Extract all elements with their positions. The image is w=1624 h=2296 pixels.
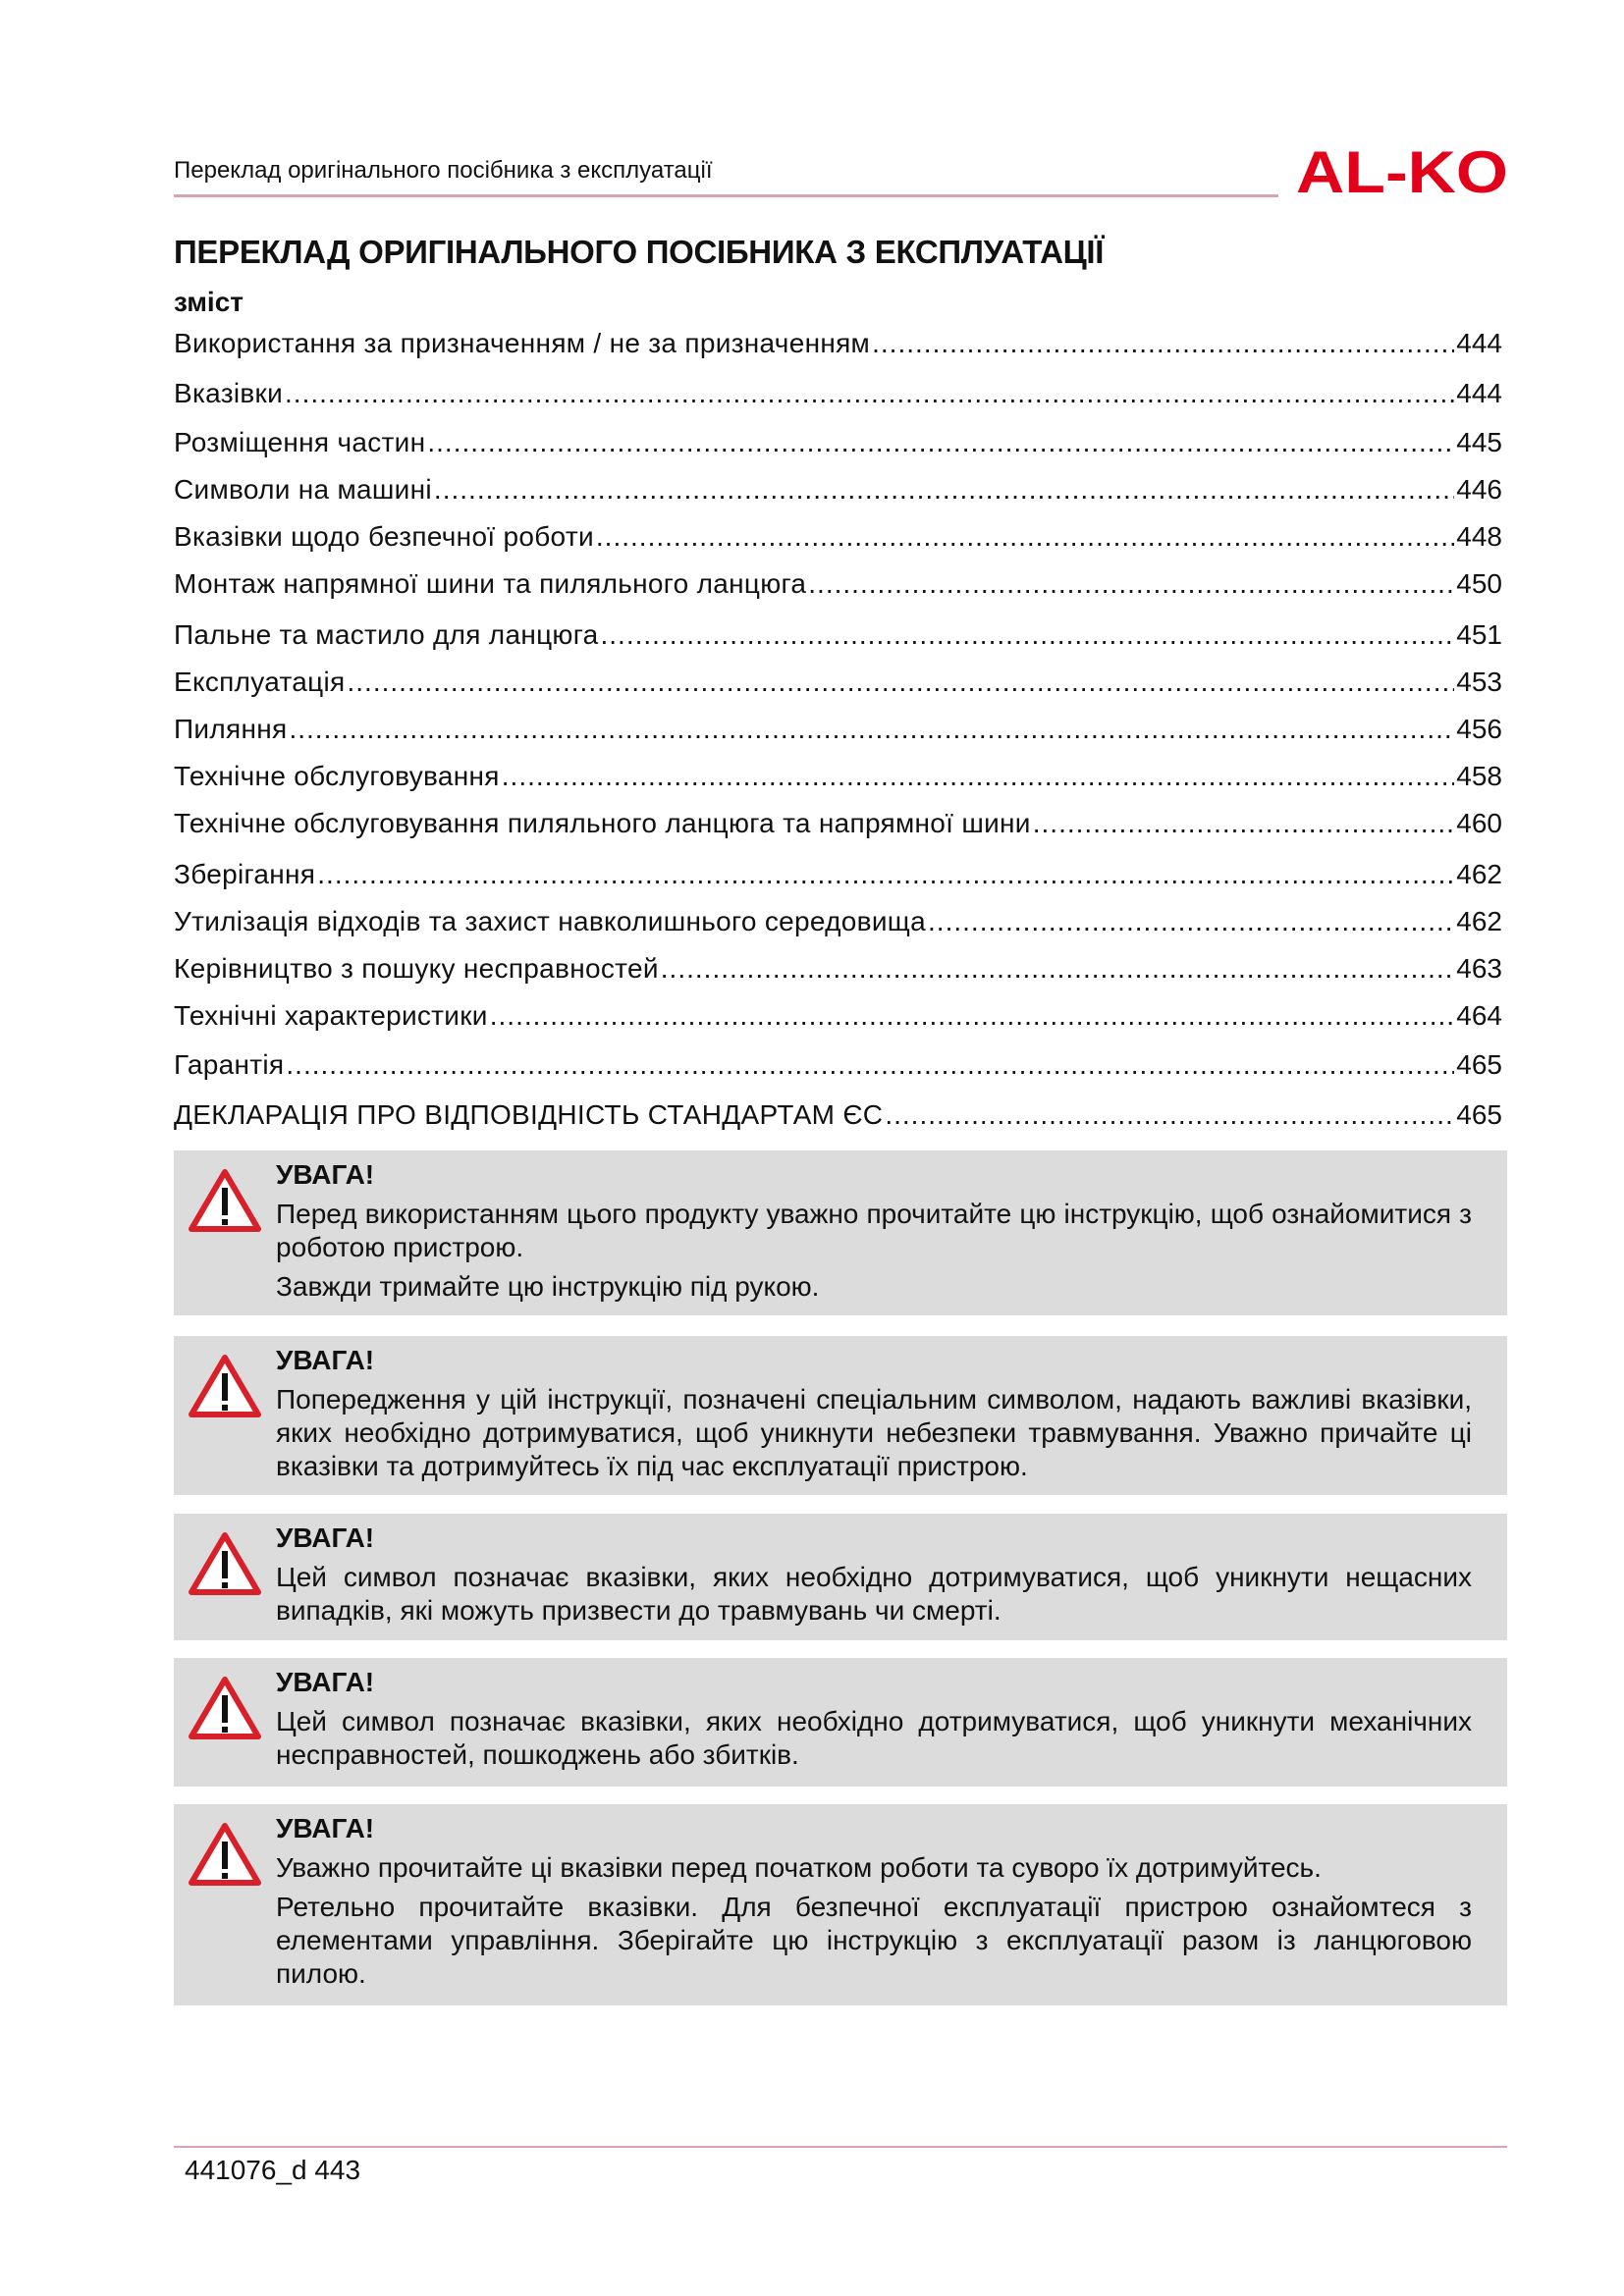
svg-text:AL-KO: AL-KO — [1296, 143, 1508, 198]
toc-entry-label: Вказівки щодо безпечної роботи — [174, 521, 594, 552]
warning-text: Ретельно прочитайте вказівки. Для безпеч… — [276, 1892, 1472, 1989]
toc-entry[interactable]: Утилізація відходів та захист навколишнь… — [174, 906, 1502, 937]
warning-box: УВАГА! Перед використанням цього продукту… — [174, 1150, 1507, 1315]
toc-entry[interactable]: Вказівки щодо безпечної роботи..........… — [174, 521, 1502, 553]
toc-entry[interactable]: Технічне обслуговування.................… — [174, 761, 1502, 792]
warning-text: Завжди тримайте цю інструкцію під рукою. — [276, 1271, 820, 1302]
toc-entry-label: Розміщення частин — [174, 427, 426, 457]
warning-triangle-icon — [189, 1823, 261, 1886]
toc-entry-page: 444 — [1456, 328, 1502, 358]
dot-leader: ........................................… — [427, 427, 1454, 457]
page-title: ПЕРЕКЛАД ОРИГІНАЛЬНОГО ПОСІБНИКА З ЕКСПЛ… — [174, 234, 1105, 270]
toc-entry[interactable]: Технічне обслуговування пиляльного ланцю… — [174, 808, 1502, 839]
toc-entry-page: 453 — [1456, 667, 1502, 697]
toc-entry[interactable]: Гарантія................................… — [174, 1049, 1502, 1081]
dot-leader: ........................................… — [660, 953, 1455, 984]
toc-entry-label: ДЕКЛАРАЦІЯ ПРО ВІДПОВІДНІСТЬ СТАНДАРТАМ … — [174, 1099, 884, 1130]
toc-entry-label: Утилізація відходів та захист навколишнь… — [174, 906, 927, 936]
toc-entry-label: Пальне та мастило для ланцюга — [174, 619, 599, 650]
warning-box: УВАГА! Уважно прочитайте ці вказівки пере… — [174, 1804, 1507, 2005]
dot-leader: ........................................… — [1032, 808, 1455, 838]
warning-box: УВАГА! Цей символ позначає вказівки, яких… — [174, 1658, 1507, 1787]
toc-entry-label: Технічне обслуговування — [174, 761, 500, 791]
toc-entry-label: Експлуатація — [174, 667, 346, 697]
dot-leader: ........................................… — [600, 619, 1455, 650]
toc-entry-page: 462 — [1456, 859, 1502, 889]
toc-entry[interactable]: Символи на машині.......................… — [174, 474, 1502, 506]
dot-leader: ........................................… — [501, 761, 1455, 791]
toc-entry-label: Керівництво з пошуку несправностей — [174, 953, 659, 984]
dot-leader: ........................................… — [595, 521, 1454, 552]
toc-entry-label: Технічні характеристики — [174, 1000, 488, 1031]
toc-entry-label: Зберігання — [174, 859, 316, 889]
toc-entry-page: 460 — [1456, 808, 1502, 838]
warning-triangle-icon — [189, 1532, 261, 1595]
footer-page-number: 441076_d 443 — [185, 2155, 361, 2185]
toc-entry[interactable]: Керівництво з пошуку несправностей......… — [174, 953, 1502, 985]
dot-leader: ........................................… — [433, 474, 1454, 505]
toc-entry-page: 465 — [1456, 1049, 1502, 1080]
toc-entry-page: 464 — [1456, 1000, 1502, 1031]
toc-entry[interactable]: Технічні характеристики.................… — [174, 1000, 1502, 1032]
page-header-text: Переклад оригінального посібника з експл… — [174, 157, 713, 184]
toc-entry-page: 445 — [1456, 427, 1502, 457]
toc-heading: зміст — [174, 287, 244, 317]
dot-leader: ........................................… — [347, 667, 1455, 697]
toc-entry-page: 463 — [1456, 953, 1502, 984]
dot-leader: ........................................… — [285, 378, 1455, 408]
warning-heading: УВАГА! — [276, 1667, 375, 1697]
toc-entry-label: Використання за призначенням / не за при… — [174, 328, 871, 358]
warning-text: Цей символ позначає вказівки, яких необх… — [276, 1562, 1472, 1626]
warning-text: Цей символ позначає вказівки, яких необх… — [276, 1706, 1472, 1770]
toc-entry[interactable]: Розміщення частин.......................… — [174, 427, 1502, 458]
warning-triangle-icon — [189, 1169, 261, 1232]
al-ko-logo: AL-KO — [1296, 143, 1508, 198]
warning-text: Перед використанням цього продукту уважн… — [276, 1199, 1472, 1262]
toc-entry[interactable]: Вказівки................................… — [174, 378, 1502, 409]
toc-entry-page: 446 — [1456, 474, 1502, 505]
toc-entry[interactable]: Пиляння.................................… — [174, 714, 1502, 745]
warning-heading: УВАГА! — [276, 1345, 375, 1375]
toc-entry[interactable]: ДЕКЛАРАЦІЯ ПРО ВІДПОВІДНІСТЬ СТАНДАРТАМ … — [174, 1099, 1502, 1131]
toc-entry-label: Гарантія — [174, 1049, 285, 1080]
toc-entry[interactable]: Монтаж напрямної шини та пиляльного ланц… — [174, 568, 1502, 600]
toc-entry-label: Символи на машині — [174, 474, 432, 505]
dot-leader: ........................................… — [489, 1000, 1455, 1031]
dot-leader: ........................................… — [317, 859, 1455, 889]
warning-box: УВАГА! Попередження у цій інструкції, поз… — [174, 1336, 1507, 1495]
warning-heading: УВАГА! — [276, 1813, 375, 1843]
footer-divider — [174, 2146, 1507, 2148]
dot-leader: ........................................… — [286, 1049, 1455, 1080]
toc-entry-label: Пиляння — [174, 714, 288, 744]
toc-entry-page: 462 — [1456, 906, 1502, 936]
toc-entry-page: 465 — [1456, 1099, 1502, 1130]
dot-leader: ........................................… — [289, 714, 1455, 744]
header-divider — [174, 194, 1278, 197]
toc-entry-page: 458 — [1456, 761, 1502, 791]
warning-box: УВАГА! Цей символ позначає вказівки, яких… — [174, 1514, 1507, 1640]
warning-triangle-icon — [189, 1677, 261, 1739]
toc-entry-label: Монтаж напрямної шини та пиляльного ланц… — [174, 568, 807, 599]
warning-text: Попередження у цій інструкції, позначені… — [276, 1384, 1472, 1481]
toc-entry-label: Технічне обслуговування пиляльного ланцю… — [174, 808, 1031, 838]
warning-text: Уважно прочитайте ці вказівки перед поча… — [276, 1852, 1322, 1883]
toc-entry-page: 450 — [1456, 568, 1502, 599]
dot-leader: ........................................… — [928, 906, 1454, 936]
dot-leader: ........................................… — [872, 328, 1455, 358]
warning-heading: УВАГА! — [276, 1159, 375, 1190]
toc-entry-page: 451 — [1456, 619, 1502, 650]
toc-entry-page: 448 — [1456, 521, 1502, 552]
dot-leader: ........................................… — [808, 568, 1455, 599]
toc-entry-page: 444 — [1456, 378, 1502, 408]
warning-heading: УВАГА! — [276, 1522, 375, 1553]
toc-entry-page: 456 — [1456, 714, 1502, 744]
warning-triangle-icon — [189, 1355, 261, 1417]
toc-entry[interactable]: Зберігання..............................… — [174, 859, 1502, 890]
dot-leader: ........................................… — [885, 1099, 1454, 1130]
toc-entry-label: Вказівки — [174, 378, 284, 408]
toc-entry[interactable]: Використання за призначенням / не за при… — [174, 328, 1502, 359]
toc-entry[interactable]: Експлуатація............................… — [174, 667, 1502, 698]
toc-entry[interactable]: Пальне та мастило для ланцюга...........… — [174, 619, 1502, 651]
